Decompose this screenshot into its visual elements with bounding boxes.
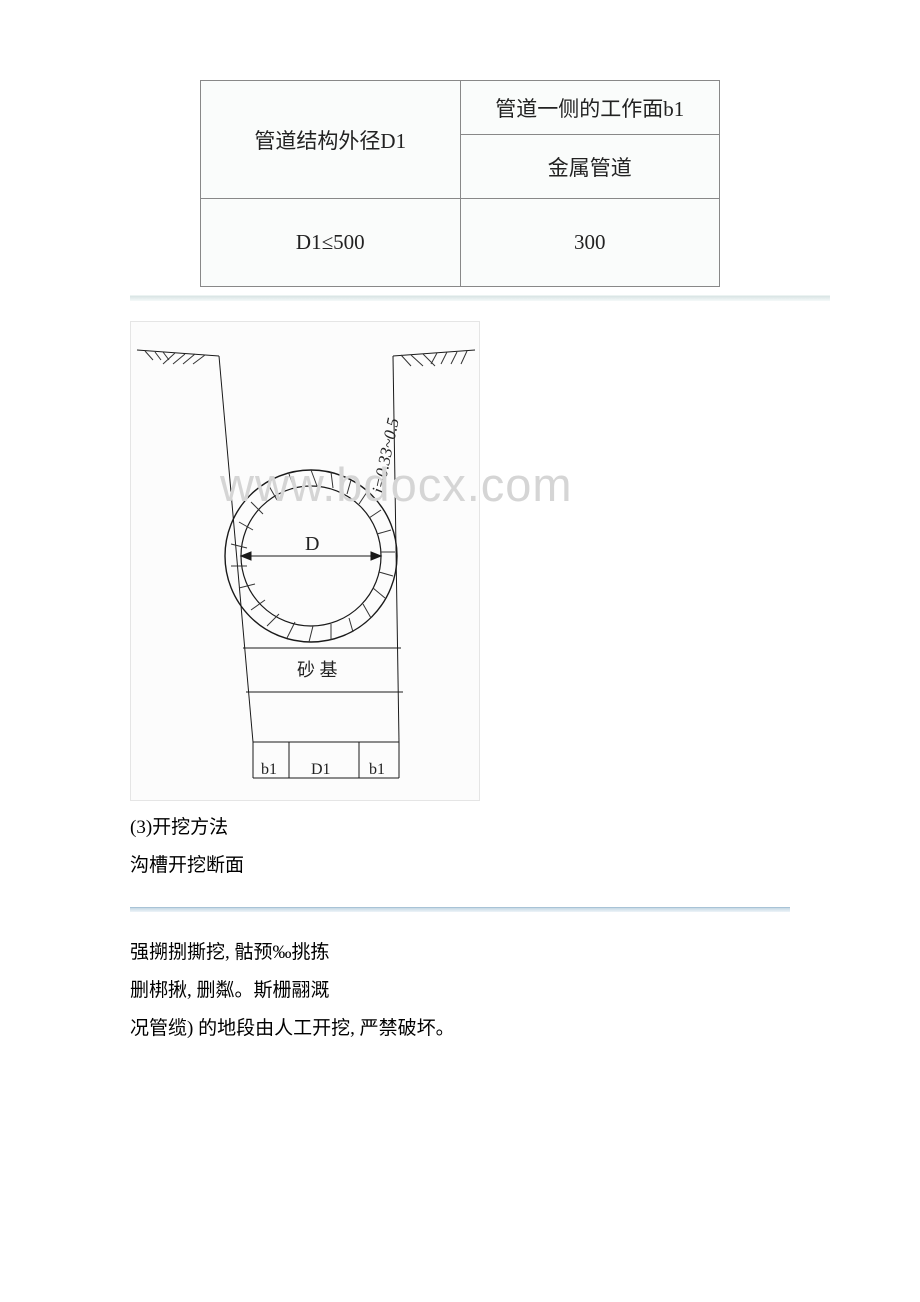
cell-header-right-top: 管道一侧的工作面b1 <box>460 81 719 135</box>
slope-label: i=0.33~0.5 <box>368 416 402 495</box>
scan-shadow <box>130 295 830 301</box>
line-method-heading: (3)开挖方法 <box>130 809 790 847</box>
cell-header-left: 管道结构外径D1 <box>201 81 461 199</box>
garbled-line-2: 删梆揪, 删粼。斯栅翮溉 <box>130 972 790 1010</box>
text-block-1: (3)开挖方法 沟槽开挖断面 <box>130 809 790 885</box>
line-section-heading: 沟槽开挖断面 <box>130 847 790 885</box>
text-block-2: 强搠捌撕挖, 骷预‰挑拣 删梆揪, 删粼。斯栅翮溉 况管缆) 的地段由人工开挖,… <box>130 934 790 1048</box>
cell-row1-right: 300 <box>460 199 719 287</box>
sand-base-label: 砂 基 <box>297 660 338 680</box>
garbled-line-1: 强搠捌撕挖, 骷预‰挑拣 <box>130 934 790 972</box>
pipe-table: 管道结构外径D1 管道一侧的工作面b1 金属管道 D1≤500 300 <box>200 80 720 287</box>
garbled-line-3: 况管缆) 的地段由人工开挖, 严禁破坏。 <box>130 1010 790 1048</box>
diameter-label: D <box>305 533 319 555</box>
section-divider <box>130 907 790 912</box>
cell-row1-left: D1≤500 <box>201 199 461 287</box>
dim-b1-right: b1 <box>369 761 385 778</box>
trench-cross-section-diagram: i=0.33~0.5 <box>130 321 480 801</box>
diagram-region: www.bdocx.com <box>130 321 790 801</box>
dim-b1-left: b1 <box>261 761 277 778</box>
diagram-svg: i=0.33~0.5 <box>131 322 481 802</box>
table-scan-region: 管道结构外径D1 管道一侧的工作面b1 金属管道 D1≤500 300 <box>130 80 790 301</box>
dim-D1: D1 <box>311 761 331 778</box>
cell-header-right-bottom: 金属管道 <box>460 135 719 199</box>
